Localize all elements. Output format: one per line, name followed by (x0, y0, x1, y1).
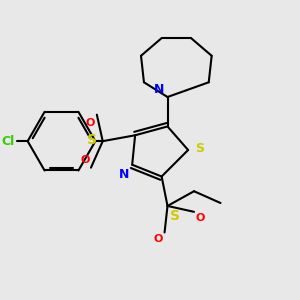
Text: O: O (86, 118, 95, 128)
Text: O: O (154, 234, 163, 244)
Text: N: N (119, 168, 129, 181)
Text: S: S (87, 133, 97, 147)
Text: N: N (154, 82, 165, 95)
Text: S: S (196, 142, 205, 155)
Text: O: O (196, 213, 205, 223)
Text: O: O (80, 155, 89, 165)
Text: Cl: Cl (1, 135, 14, 148)
Text: S: S (170, 209, 181, 223)
